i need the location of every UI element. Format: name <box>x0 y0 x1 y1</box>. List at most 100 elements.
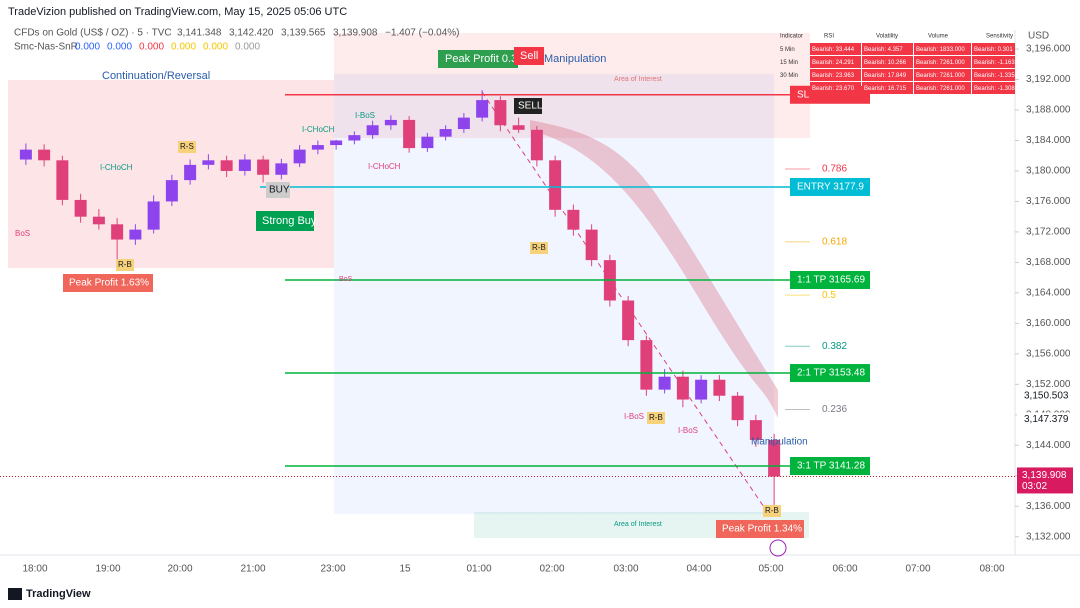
table-header: RSI <box>824 34 834 40</box>
badge <box>116 259 134 271</box>
fib-label: 0.382 <box>822 341 847 352</box>
y-tick-label: 3,168.000 <box>1026 257 1071 268</box>
currency: USD <box>1028 31 1049 42</box>
level-badge <box>790 364 870 383</box>
x-tick-label: 05:00 <box>758 564 783 575</box>
table-cell <box>862 69 913 81</box>
table-cell <box>810 69 861 81</box>
price-label: 3,150.503 <box>1024 390 1069 401</box>
level-label: 1:1 TP 3165.69 <box>797 275 865 286</box>
table-text: Bearish: -1.163 <box>974 60 1015 66</box>
alert-icon[interactable] <box>769 539 787 557</box>
label: I-BoS <box>624 412 644 421</box>
table-cell <box>862 56 913 68</box>
table-text: 15 Min <box>780 60 798 66</box>
y-tick-label: 3,132.000 <box>1026 531 1071 542</box>
candle-body <box>731 395 744 421</box>
label: R-B <box>649 413 663 422</box>
y-tick-label: 3,172.000 <box>1026 227 1071 238</box>
last-badge <box>1017 467 1073 494</box>
candle-body <box>421 136 434 149</box>
badge <box>178 141 196 153</box>
badge <box>716 520 804 538</box>
ohlc-close: 3,139.908 <box>333 28 378 39</box>
badge <box>256 211 314 231</box>
candle-body <box>530 129 543 161</box>
candle-body <box>257 159 270 175</box>
table-text: Bearish: 16.715 <box>864 86 907 92</box>
y-tick-label: 3,164.000 <box>1026 288 1071 299</box>
candle-body <box>220 160 233 171</box>
table-cell <box>972 69 1015 81</box>
table-header: Indicator <box>780 34 803 40</box>
table-text: Bearish: 4.357 <box>864 47 903 53</box>
level-label: 3:1 TP 3141.28 <box>797 461 865 472</box>
candle-body <box>658 376 671 390</box>
x-tick-label: 20:00 <box>167 564 192 575</box>
table-cell <box>862 43 913 55</box>
label: I-CHoCH <box>368 162 401 171</box>
label: Peak Profit 0.3% <box>445 53 527 65</box>
table-header: Volatility <box>876 34 898 40</box>
label: Area of Interest <box>614 521 662 528</box>
y-tick-label: 3,144.000 <box>1026 440 1071 451</box>
level-badge <box>790 271 870 290</box>
symbol: CFDs on Gold (US$ / OZ) · 5 · TVC <box>14 28 172 39</box>
candle-body <box>749 420 762 440</box>
candle-body <box>384 119 397 126</box>
table-cell <box>972 43 1015 55</box>
candle-body <box>622 300 635 341</box>
candle-body <box>457 117 470 130</box>
annotations: Continuation/Reversal Area of Interest A… <box>15 47 808 538</box>
label: Strong Buy <box>262 215 317 227</box>
candle-body <box>494 100 507 126</box>
label: I-BoS <box>678 426 698 435</box>
table-text: Bearish: 1833.000 <box>916 47 965 53</box>
badge <box>514 47 544 65</box>
label: BoS <box>339 276 353 283</box>
table-cell <box>972 82 1015 94</box>
badge <box>438 50 518 68</box>
x-tick-label: 23:00 <box>320 564 345 575</box>
candle-body <box>129 229 142 240</box>
x-tick-label: 08:00 <box>979 564 1004 575</box>
table-cell <box>810 82 861 94</box>
last-label: 3,139.908 <box>1022 470 1067 481</box>
table-cell <box>914 69 971 81</box>
y-tick-label: 3,184.000 <box>1026 135 1071 146</box>
indicator-value: 0.000 <box>139 42 164 53</box>
publisher: TradeVizion published on TradingView.com… <box>8 6 347 18</box>
candle-body <box>640 340 653 390</box>
y-tick-label: 3,156.000 <box>1026 348 1071 359</box>
badge <box>63 274 153 292</box>
badge <box>763 505 781 517</box>
label: Peak Profit 1.63% <box>69 278 149 289</box>
x-tick-label: 03:00 <box>613 564 638 575</box>
candle-body <box>184 164 197 181</box>
table-text: Bearish: -1.308 <box>974 86 1015 92</box>
x-tick-label: 02:00 <box>539 564 564 575</box>
candle-body <box>111 224 124 240</box>
table-cell <box>810 43 861 55</box>
candle-body <box>38 149 51 161</box>
table-cell <box>810 56 861 68</box>
candle-body <box>676 376 689 400</box>
x-tick-label: 15 <box>399 564 411 575</box>
candle-body <box>202 160 215 165</box>
table-cell <box>972 56 1015 68</box>
label: Manipulation <box>751 437 808 448</box>
candle-body <box>768 439 781 477</box>
table-text: Bearish: 7261.000 <box>916 60 965 66</box>
candle-body <box>348 135 361 141</box>
badge <box>647 412 665 424</box>
indicator-value: 0.000 <box>235 42 260 53</box>
table-cell <box>914 82 971 94</box>
label: Manipulation <box>544 53 606 65</box>
y-tick-label: 3,192.000 <box>1026 74 1071 85</box>
table-header: Volume <box>928 34 949 40</box>
table-text: Bearish: 7261.000 <box>916 73 965 79</box>
table-cell <box>914 56 971 68</box>
candle-body <box>695 379 708 400</box>
candle-body <box>585 229 598 261</box>
table-text: Bearish: 24.291 <box>812 60 855 66</box>
